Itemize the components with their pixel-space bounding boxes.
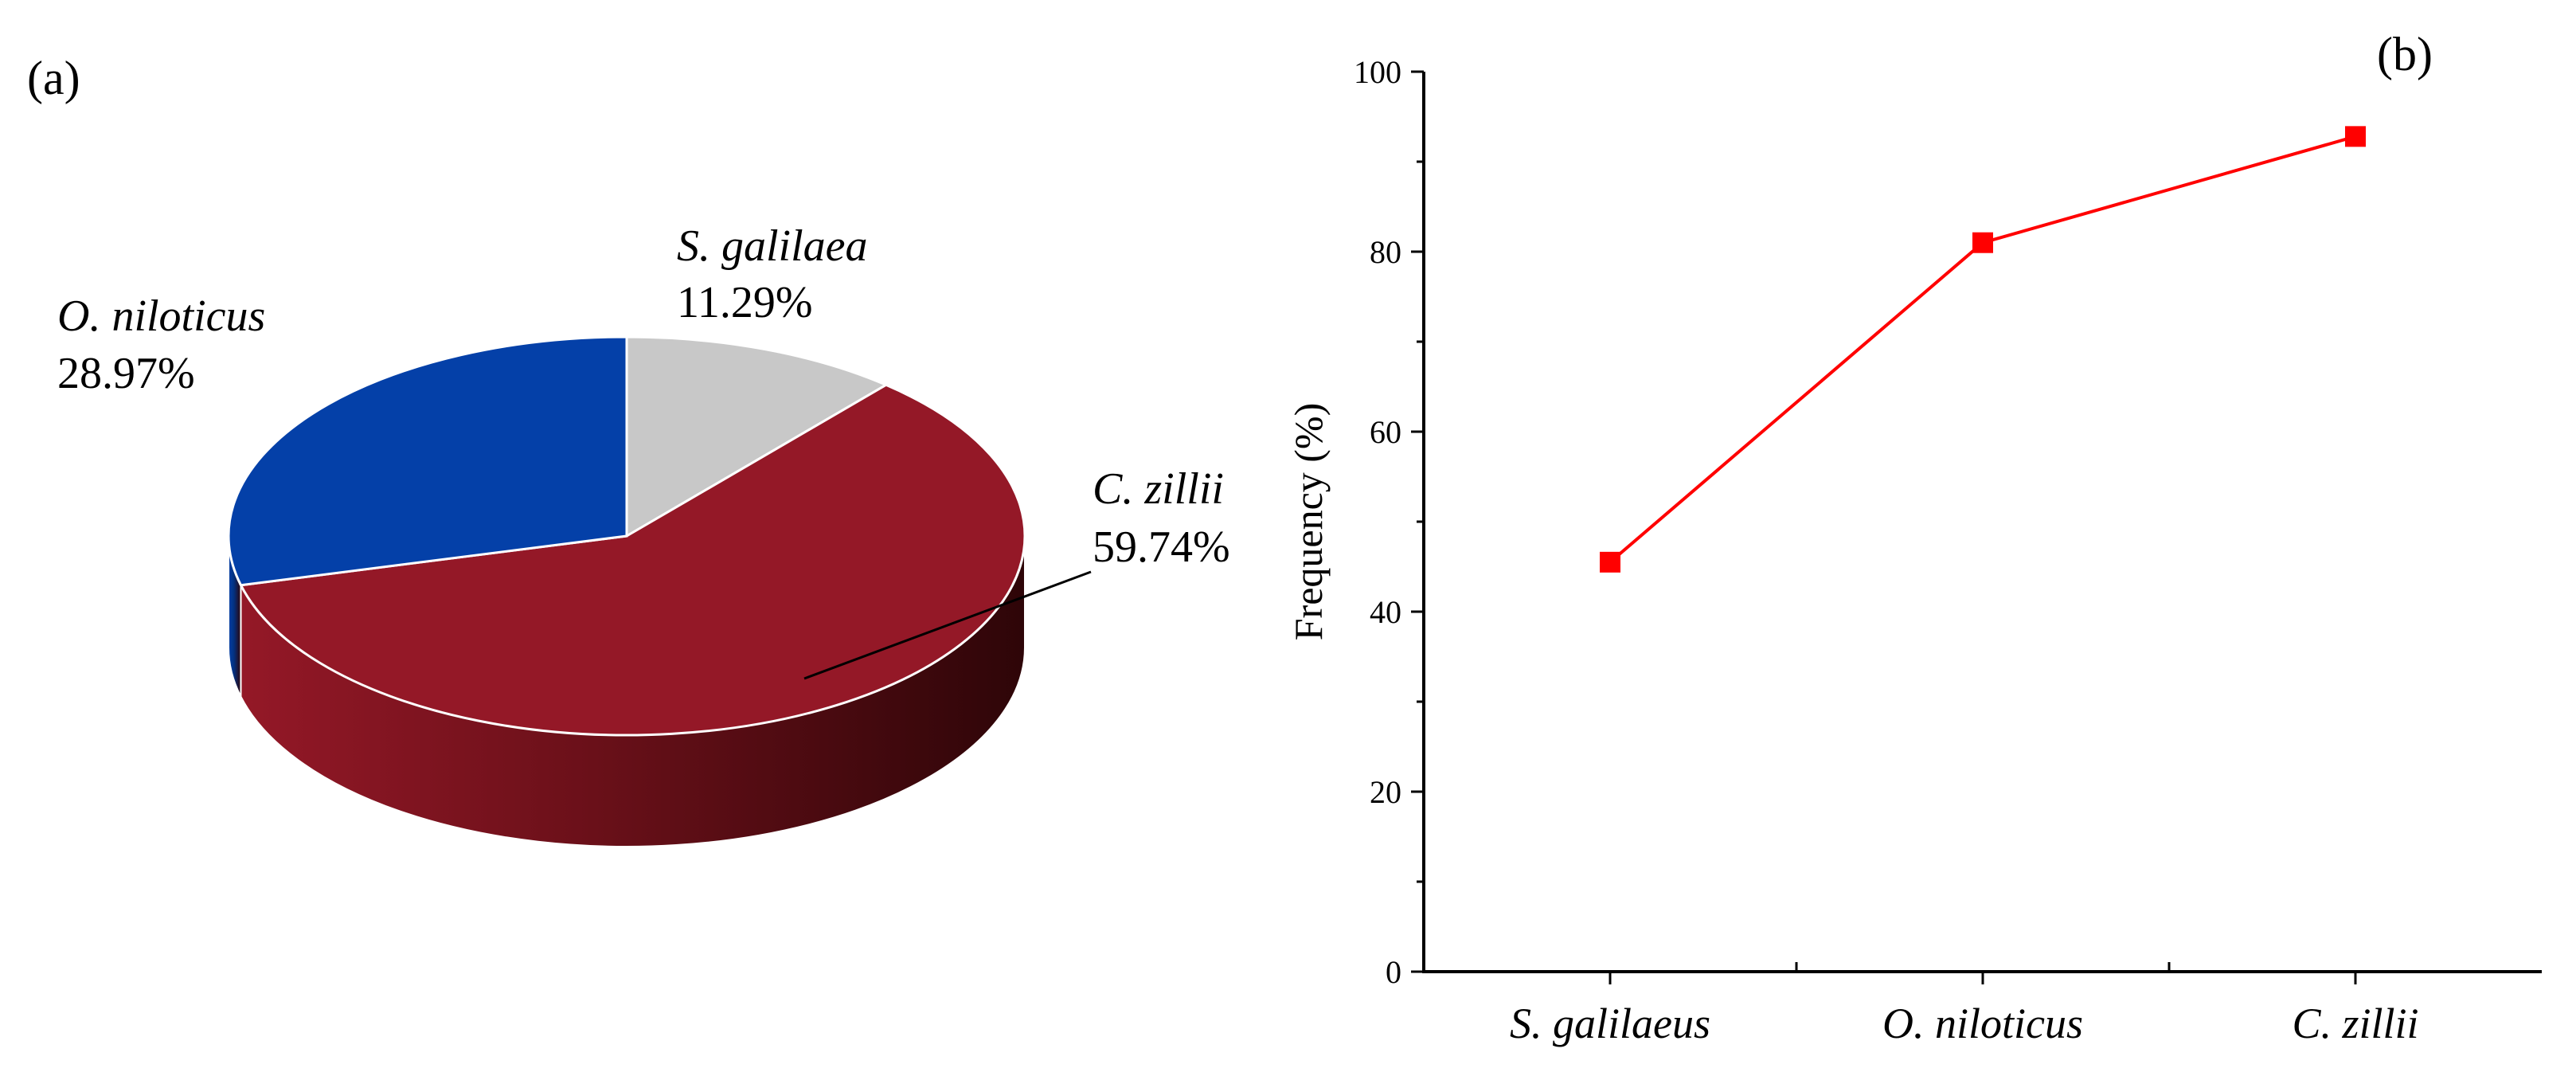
pie-label-o-niloticus-name: O. niloticus: [57, 291, 265, 341]
panel-a-label: (a): [27, 52, 80, 104]
x-tick-label: S. galilaeus: [1510, 1000, 1710, 1047]
line-chart-panel: (b) 0 20 40 60 80 100 S. galilaeus O. niloticu…: [1286, 28, 2542, 1047]
pie-chart-panel: (a) S. galilaea 11.29% C. zillii 59.74% …: [27, 52, 1230, 847]
series-line: [1609, 135, 2356, 564]
pie-slice: [239, 383, 1026, 737]
pie-label-s-galilaea-name: S. galilaea: [677, 221, 868, 271]
y-tick-label: 100: [1354, 54, 1401, 90]
pie-slice: [227, 335, 628, 587]
x-ticks: S. galilaeus O. niloticus C. zillii: [1510, 962, 2419, 1047]
y-tick-label: 80: [1370, 234, 1401, 270]
c-zillii-leader-line: [803, 570, 1092, 680]
data-point-marker: [1972, 232, 1993, 253]
y-ticks: 0 20 40 60 80 100: [1354, 54, 1424, 990]
y-tick-label: 0: [1386, 954, 1401, 990]
pie-label-c-zillii-name: C. zillii: [1093, 464, 1224, 514]
x-tick-label: O. niloticus: [1882, 1000, 2083, 1047]
y-tick-label: 60: [1370, 414, 1401, 450]
series-layer: [1600, 126, 2366, 573]
pie-label-o-niloticus-percent: 28.97%: [57, 349, 195, 398]
panel-b-label: (b): [2377, 28, 2433, 80]
pie-label-c-zillii-percent: 59.74%: [1093, 522, 1230, 572]
data-point-marker: [2345, 126, 2366, 147]
pie-top-layer: [227, 335, 1026, 737]
y-axis-title: Frequency (%): [1286, 403, 1331, 641]
y-tick-label: 20: [1370, 774, 1401, 810]
pie-slice: [625, 335, 889, 538]
data-point-marker: [1600, 551, 1620, 573]
x-tick-label: C. zillii: [2292, 1000, 2418, 1047]
pie-label-s-galilaea-percent: 11.29%: [677, 278, 813, 327]
y-tick-label: 40: [1370, 594, 1401, 630]
